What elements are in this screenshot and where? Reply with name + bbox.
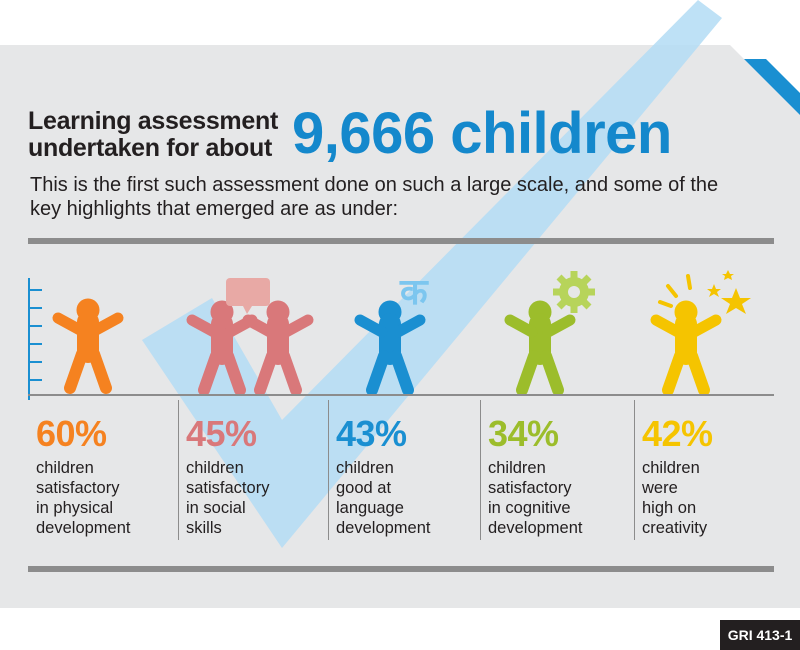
gear-icon xyxy=(553,271,595,313)
stat-percent: 60% xyxy=(36,413,107,454)
column-divider xyxy=(328,400,329,540)
stat-creativity: 42% children were high on creativity xyxy=(634,400,784,540)
stat-description: children were high on creativity xyxy=(642,459,708,537)
child-icon xyxy=(58,299,118,388)
gri-badge: GRI 413-1 xyxy=(720,620,800,650)
stat-description: children satisfactory in physical develo… xyxy=(36,459,131,537)
column-divider xyxy=(178,400,179,540)
stats-row: 60% children satisfactory in physical de… xyxy=(28,400,774,540)
child-gear-icon xyxy=(510,301,570,390)
two-children-icon xyxy=(192,301,308,390)
title-line-1: Learning assessment xyxy=(28,107,278,135)
speech-bubble-icon xyxy=(226,278,270,314)
stat-description: children good at language development xyxy=(336,459,431,537)
title-lead: Learning assessment undertaken for about xyxy=(28,108,278,162)
figures-row: क xyxy=(28,270,774,400)
stat-percent: 45% xyxy=(186,413,257,454)
bottom-divider xyxy=(28,566,774,572)
axis-icon xyxy=(28,278,42,400)
stat-description: children satisfactory in cognitive devel… xyxy=(488,459,583,537)
stat-language: 43% children good at language developmen… xyxy=(328,400,478,540)
child-language-icon xyxy=(360,301,420,390)
stat-percent: 42% xyxy=(642,413,713,454)
stars-icon xyxy=(658,270,751,314)
stat-percent: 43% xyxy=(336,413,407,454)
stat-percent: 34% xyxy=(488,413,559,454)
column-divider xyxy=(480,400,481,540)
devanagari-letter: क xyxy=(399,272,429,313)
child-stars-icon xyxy=(656,301,716,390)
stat-physical: 60% children satisfactory in physical de… xyxy=(28,400,178,540)
top-divider xyxy=(28,238,774,244)
stat-social: 45% children satisfactory in social skil… xyxy=(178,400,328,540)
stat-cognitive: 34% children satisfactory in cognitive d… xyxy=(480,400,630,540)
subtitle: This is the first such assessment done o… xyxy=(30,174,719,220)
column-divider xyxy=(634,400,635,540)
title-highlight: 9,666 children xyxy=(292,101,672,166)
title-line-2: undertaken for about xyxy=(28,134,273,162)
stat-description: children satisfactory in social skills xyxy=(186,459,270,537)
folded-corner-icon xyxy=(730,45,800,115)
